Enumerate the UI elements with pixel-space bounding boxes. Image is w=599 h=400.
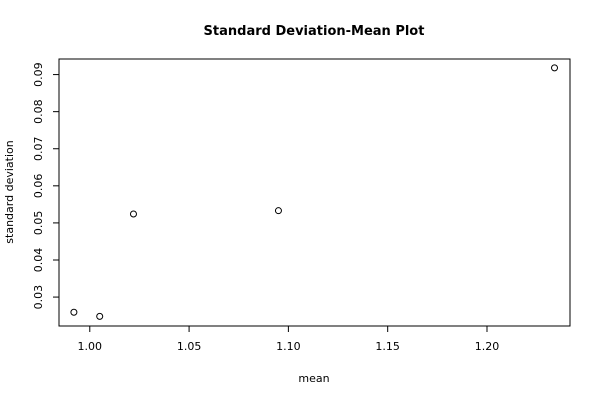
x-tick-label: 1.05	[177, 340, 202, 353]
x-tick-label: 1.20	[475, 340, 500, 353]
y-tick-label: 0.05	[32, 211, 45, 236]
data-point	[96, 312, 104, 320]
data-points	[70, 64, 559, 320]
y-tick-label: 0.04	[32, 248, 45, 273]
y-tick-label: 0.07	[32, 136, 45, 161]
x-axis: 1.00 1.05 1.10 1.15 1.20	[78, 325, 500, 353]
y-tick-label: 0.08	[32, 99, 45, 124]
y-tick-label: 0.09	[32, 62, 45, 87]
plot-frame	[58, 58, 571, 327]
x-tick-label: 1.15	[375, 340, 400, 353]
y-tick-label: 0.06	[32, 174, 45, 199]
data-point	[70, 308, 78, 316]
y-tick-label: 0.03	[32, 285, 45, 310]
x-axis-label: mean	[298, 372, 329, 385]
x-tick-label: 1.00	[78, 340, 103, 353]
chart-title: Standard Deviation-Mean Plot	[204, 24, 425, 39]
y-axis: 0.03 0.04 0.05 0.06 0.07 0.08 0.09	[32, 62, 60, 310]
x-tick-label: 1.10	[276, 340, 301, 353]
data-point	[551, 64, 559, 72]
data-point	[129, 210, 137, 218]
data-point	[274, 207, 282, 215]
y-axis-label: standard deviation	[3, 140, 16, 243]
